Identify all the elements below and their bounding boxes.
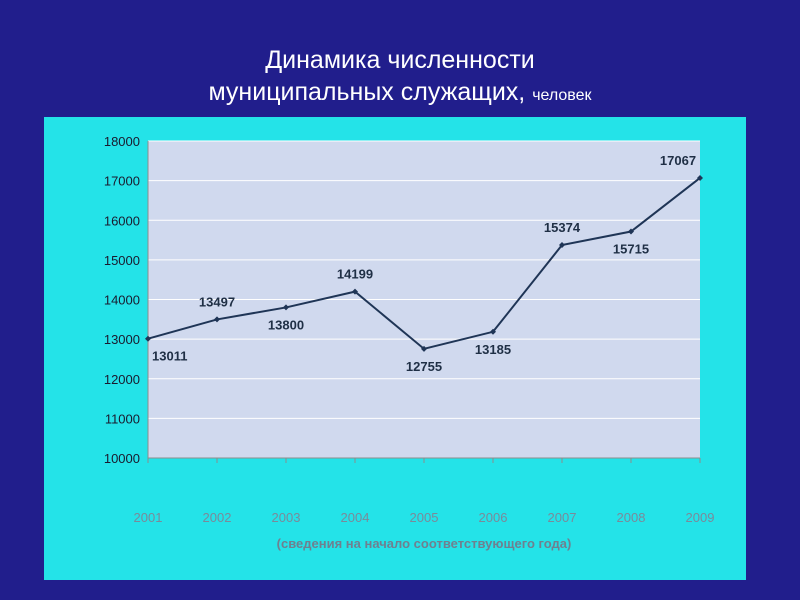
- data-point: [283, 304, 289, 311]
- x-tick-label: 2009: [686, 510, 715, 525]
- x-tick-label: 2006: [479, 510, 508, 525]
- data-labels: 13011 13497 13800 14199 12755 13185 15374 15715…: [152, 153, 696, 374]
- y-tick-label: 18000: [104, 134, 140, 149]
- y-tick-label: 16000: [104, 213, 140, 228]
- chart-panel: 10000 11000 12000 13000 14000 15000 16000 17000…: [44, 117, 746, 580]
- x-axis-ticks: 2001 2002 2003 2004 2005 2006 2007 2008 2009: [134, 458, 715, 525]
- x-tick-label: 2005: [410, 510, 439, 525]
- x-tick-label: 2004: [341, 510, 370, 525]
- data-point: [559, 242, 565, 249]
- slide-title: Динамика численности муниципальных служа…: [0, 44, 800, 112]
- series: [145, 174, 703, 352]
- y-tick-label: 17000: [104, 174, 140, 189]
- y-tick-label: 15000: [104, 253, 140, 268]
- data-point: [697, 174, 703, 181]
- x-tick-label: 2001: [134, 510, 163, 525]
- data-point: [628, 228, 634, 235]
- y-tick-label: 14000: [104, 293, 140, 308]
- x-tick-label: 2008: [617, 510, 646, 525]
- data-label: 15715: [613, 242, 649, 257]
- data-label: 17067: [660, 153, 696, 168]
- x-axis-label: (сведения на начало соответствующего год…: [277, 536, 572, 551]
- data-label: 13800: [268, 317, 304, 332]
- data-label: 12755: [406, 359, 442, 374]
- y-axis-ticks: 10000 11000 12000 13000 14000 15000 16000 17000…: [104, 134, 140, 466]
- x-tick-label: 2003: [272, 510, 301, 525]
- x-tick-label: 2002: [203, 510, 232, 525]
- data-point: [490, 328, 496, 335]
- line-chart: 10000 11000 12000 13000 14000 15000 16000 17000…: [104, 134, 715, 551]
- gridlines: [148, 140, 700, 419]
- y-tick-label: 12000: [104, 372, 140, 387]
- data-point: [145, 335, 151, 342]
- title-line-1: Динамика численности: [265, 46, 535, 74]
- y-tick-label: 11000: [105, 411, 140, 426]
- y-tick-label: 13000: [104, 332, 140, 347]
- title-unit: человек: [532, 87, 592, 104]
- data-label: 13011: [152, 349, 187, 364]
- data-point: [421, 345, 427, 352]
- data-label: 13497: [199, 294, 235, 309]
- x-tick-label: 2007: [548, 510, 577, 525]
- data-point: [214, 316, 220, 323]
- title-line-2-text: муниципальных служащих,: [208, 78, 526, 106]
- y-tick-label: 10000: [104, 451, 140, 466]
- data-label: 13185: [475, 342, 511, 357]
- data-label: 14199: [337, 267, 373, 282]
- data-label: 15374: [544, 220, 581, 235]
- data-point: [352, 288, 358, 295]
- title-line-2: муниципальных служащих, человек: [0, 76, 800, 112]
